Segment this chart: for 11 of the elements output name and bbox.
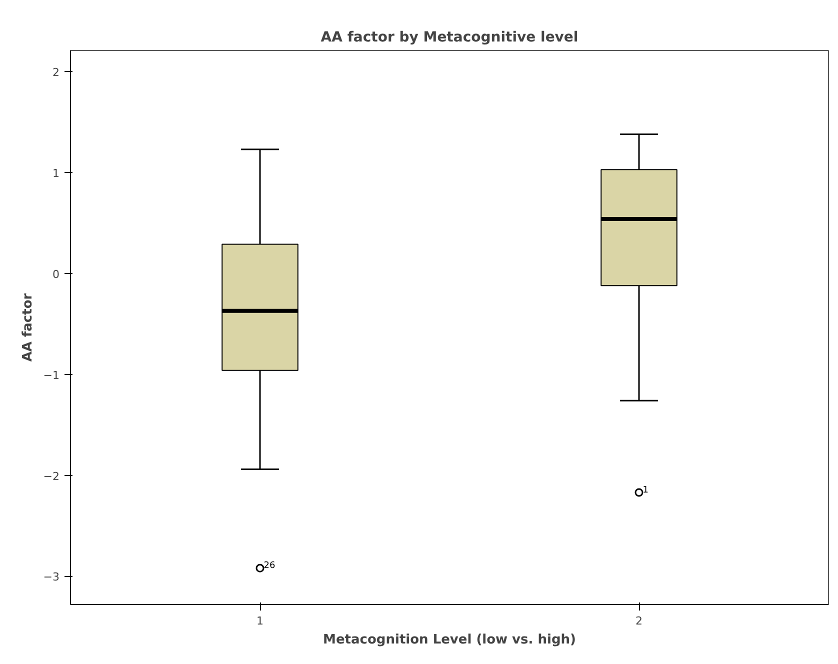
y-tick-label: 1 bbox=[52, 167, 60, 180]
x-axis-title: Metacognition Level (low vs. high) bbox=[323, 632, 576, 648]
chart-title: AA factor by Metacognitive level bbox=[320, 30, 578, 46]
y-tick-label: 0 bbox=[52, 268, 60, 282]
y-tick-label: 2 bbox=[52, 66, 60, 80]
y-tick-label: −3 bbox=[43, 570, 60, 584]
annotation: 1 bbox=[642, 485, 649, 496]
annotation: 26 bbox=[264, 561, 276, 572]
y-tick-label: −2 bbox=[43, 470, 60, 483]
y-tick-label: −1 bbox=[43, 368, 60, 382]
y-axis-title: AA factor bbox=[20, 292, 36, 362]
